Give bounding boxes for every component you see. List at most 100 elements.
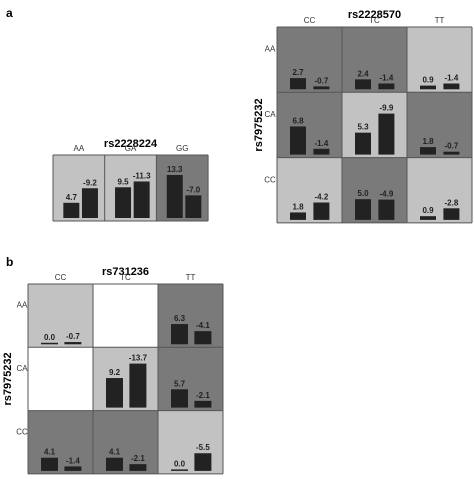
bar xyxy=(81,188,98,218)
cell-background xyxy=(407,27,472,93)
data-label: 4.1 xyxy=(44,448,56,457)
bar xyxy=(378,199,395,220)
chart-rs2228224: rs2228224 AA GA GG 4.7 -9.2 9.5 -11.3 13.3 -7.0 xyxy=(52,138,209,222)
data-label: -1.4 xyxy=(66,456,80,465)
data-label: -0.7 xyxy=(315,76,329,85)
y-axis-label: rs7975232 xyxy=(253,98,265,151)
row-label-aa: AA xyxy=(265,45,276,54)
y-axis-label: rs7975232 xyxy=(2,352,14,405)
cell-background xyxy=(93,284,158,348)
cell-background xyxy=(277,92,342,158)
column-label-aa: AA xyxy=(74,144,85,153)
chart-title: rs2228224 xyxy=(104,138,158,150)
cell-background xyxy=(342,27,407,93)
bar xyxy=(313,86,330,90)
bar xyxy=(63,202,80,218)
bar xyxy=(133,181,150,218)
data-label: 1.8 xyxy=(422,137,434,146)
row-label-cc: CC xyxy=(16,427,28,436)
data-label: -2.1 xyxy=(196,391,210,400)
bar xyxy=(420,147,436,155)
bar xyxy=(64,342,82,345)
bar xyxy=(171,389,188,408)
column-label-cc: CC xyxy=(304,16,316,25)
data-label: -11.3 xyxy=(133,171,151,180)
column-label-tc: TC xyxy=(120,273,131,282)
panel-a-label: a xyxy=(6,6,13,20)
row-label-ca: CA xyxy=(16,364,28,373)
bar xyxy=(194,400,212,408)
data-label: 2.7 xyxy=(292,68,304,77)
data-label: -4.1 xyxy=(196,321,210,330)
bar xyxy=(41,457,58,471)
bar xyxy=(420,216,436,220)
bar xyxy=(194,331,212,345)
data-label: -4.2 xyxy=(315,193,329,202)
bar xyxy=(194,453,212,471)
cell-background xyxy=(158,347,223,411)
data-label: -4.9 xyxy=(380,190,394,199)
cell-background xyxy=(158,410,223,474)
bar xyxy=(443,151,460,155)
bar xyxy=(106,378,123,408)
bar xyxy=(166,175,183,218)
data-label: -13.7 xyxy=(129,354,148,363)
chart-rs731236: rs731236 CC TC TT AA CA CC rs7975232 0.0 -0.7 6.3 -… xyxy=(2,266,224,475)
data-label: 2.4 xyxy=(357,69,369,78)
column-label-ga: GA xyxy=(125,144,137,153)
cell-background xyxy=(28,410,93,474)
bar xyxy=(64,466,82,471)
data-label: 5.3 xyxy=(357,123,369,132)
data-label: 5.0 xyxy=(357,189,369,198)
bar xyxy=(443,208,460,220)
data-label: 6.3 xyxy=(174,314,186,323)
bar xyxy=(171,324,188,345)
data-label: -1.4 xyxy=(380,74,394,83)
row-label-ca: CA xyxy=(264,110,276,119)
bar xyxy=(115,187,132,218)
row-label-aa: AA xyxy=(17,301,28,310)
cell-background xyxy=(158,284,223,348)
data-label: -9.2 xyxy=(83,178,97,187)
row-label-cc: CC xyxy=(264,175,276,184)
chart-title: rs731236 xyxy=(102,266,149,278)
bar xyxy=(290,78,306,90)
cell-background xyxy=(277,27,342,93)
bar xyxy=(378,83,395,90)
bar xyxy=(41,342,58,345)
data-label: 1.8 xyxy=(292,202,304,211)
bar xyxy=(355,132,371,155)
cell-background xyxy=(277,157,342,223)
data-label: 0.0 xyxy=(174,459,186,468)
column-label-tc: TC xyxy=(369,16,380,25)
data-label: -1.4 xyxy=(315,139,329,148)
data-label: -2.8 xyxy=(445,198,459,207)
bar xyxy=(129,464,147,471)
bar xyxy=(290,126,306,155)
data-label: 0.9 xyxy=(422,76,434,85)
data-label: 4.7 xyxy=(66,193,78,202)
data-label: 6.8 xyxy=(292,116,304,125)
bar xyxy=(171,469,188,471)
cell-background xyxy=(407,157,472,223)
data-label: -0.7 xyxy=(66,332,80,341)
column-label-cc: CC xyxy=(55,273,67,282)
data-label: 9.2 xyxy=(109,368,121,377)
bar xyxy=(129,363,147,408)
bar xyxy=(355,79,371,90)
bar xyxy=(313,148,330,155)
column-label-tt: TT xyxy=(186,273,196,282)
data-label: -5.5 xyxy=(196,443,210,452)
bar xyxy=(313,202,330,220)
data-label: 0.9 xyxy=(422,206,434,215)
data-label: 4.1 xyxy=(109,448,121,457)
bar xyxy=(420,85,436,90)
data-label: -9.9 xyxy=(380,104,394,113)
data-label: -7.0 xyxy=(186,185,200,194)
column-label-tt: TT xyxy=(435,16,445,25)
column-label-gg: GG xyxy=(176,144,188,153)
chart-title: rs2228570 xyxy=(348,9,401,21)
data-label: 9.5 xyxy=(117,177,129,186)
panel-b-label: b xyxy=(6,255,13,269)
